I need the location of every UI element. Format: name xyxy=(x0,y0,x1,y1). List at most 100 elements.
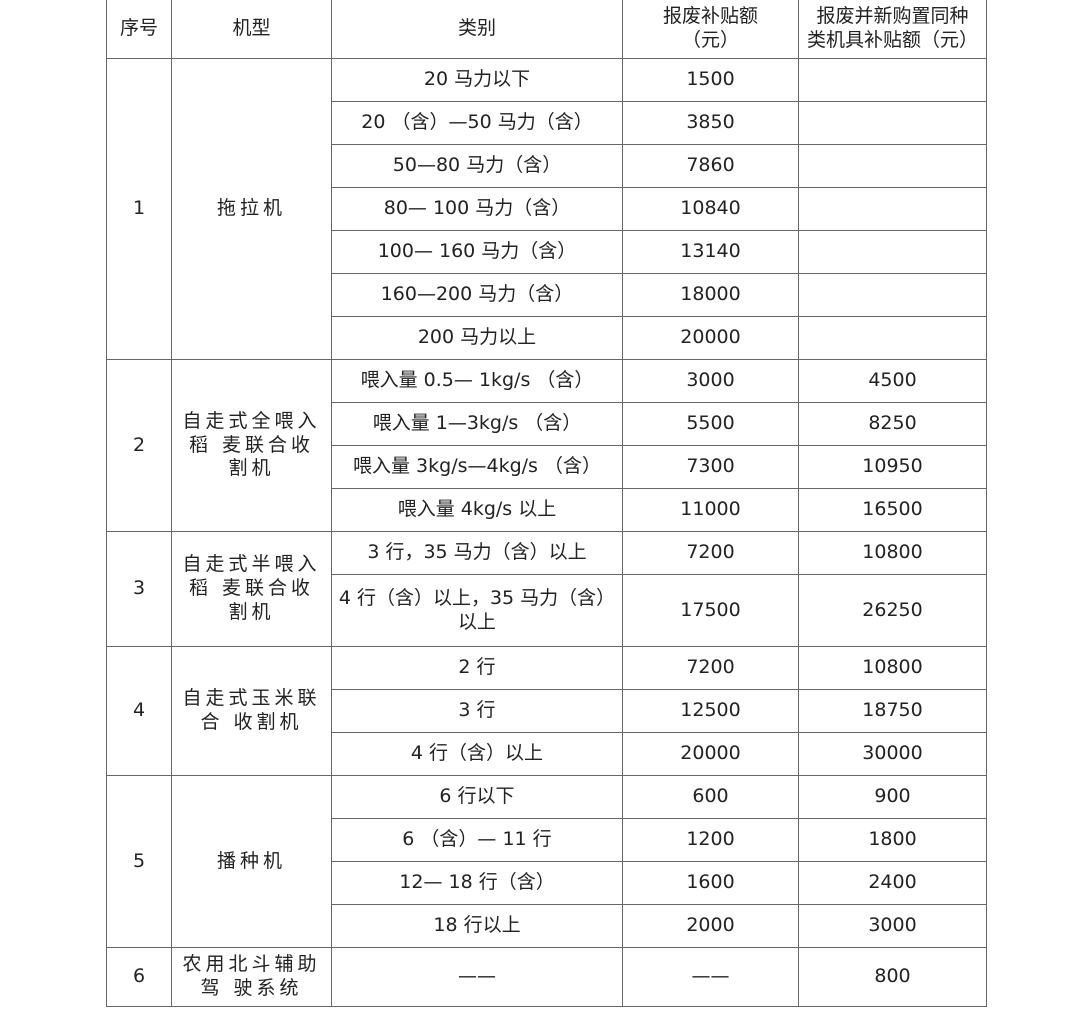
category-cell: —— xyxy=(331,947,623,1007)
category-cell: 3 行，35 马力（含）以上 xyxy=(331,531,623,575)
category-cell: 喂入量 4kg/s 以上 xyxy=(331,488,623,532)
category-cell: 160—200 马力（含） xyxy=(331,273,623,317)
scrap-subsidy-cell: 11000 xyxy=(622,488,799,532)
serial-cell: 2 xyxy=(106,359,172,532)
scrap-subsidy-cell: 7860 xyxy=(622,144,799,188)
category-cell: 2 行 xyxy=(331,646,623,690)
new-subsidy-cell: 18750 xyxy=(798,689,987,733)
model-cell: 自走式半喂入 稻 麦联合收 割机 xyxy=(171,531,332,647)
header-row: 序号 机型 类别 报废补贴额 （元） 报废并新购置同种 类机具补贴额（元） xyxy=(106,0,987,59)
scrap-subsidy-cell: 7200 xyxy=(622,646,799,690)
scrap-subsidy-cell: 1600 xyxy=(622,861,799,905)
header-cell: 报废并新购置同种 类机具补贴额（元） xyxy=(798,0,987,59)
new-subsidy-cell: 4500 xyxy=(798,359,987,403)
table-row: 12— 18 行（含） 1600 2400 xyxy=(107,861,987,905)
empty-cell xyxy=(798,144,987,188)
serial-cell: 6 xyxy=(106,947,172,1007)
table-row: 200 马力以上 20000 xyxy=(107,316,987,360)
table-row: 20 （含）—50 马力（含） 3850 xyxy=(107,101,987,145)
subsidy-table: 序号 机型 类别 报废补贴额 （元） 报废并新购置同种 类机具补贴额（元） 1 拖拉机 20… xyxy=(106,0,987,1007)
scrap-subsidy-cell: 12500 xyxy=(622,689,799,733)
scrap-subsidy-cell: 2000 xyxy=(622,904,799,948)
category-cell: 20 马力以下 xyxy=(331,58,623,102)
empty-cell xyxy=(798,273,987,317)
model-cell: 自走式玉米联 合 收割机 xyxy=(171,646,332,776)
scrap-subsidy-cell: 3850 xyxy=(622,101,799,145)
new-subsidy-cell: 1800 xyxy=(798,818,987,862)
new-subsidy-cell: 10950 xyxy=(798,445,987,489)
category-cell: 18 行以上 xyxy=(331,904,623,948)
new-subsidy-cell: 3000 xyxy=(798,904,987,948)
table-row: 喂入量 3kg/s—4kg/s （含） 7300 10950 xyxy=(107,445,987,489)
empty-cell xyxy=(798,187,987,231)
category-cell: 3 行 xyxy=(331,689,623,733)
table-row: 50—80 马力（含） 7860 xyxy=(107,144,987,188)
scrap-subsidy-cell: 10840 xyxy=(622,187,799,231)
serial-cell: 5 xyxy=(106,775,172,948)
category-cell: 12— 18 行（含） xyxy=(331,861,623,905)
scrap-subsidy-cell: 7300 xyxy=(622,445,799,489)
scrap-subsidy-cell: 18000 xyxy=(622,273,799,317)
table-row: 6 农用北斗辅助 驾 驶系统 —— —— 800 xyxy=(106,947,987,1007)
empty-cell xyxy=(798,101,987,145)
category-cell: 200 马力以上 xyxy=(331,316,623,360)
new-subsidy-cell: 10800 xyxy=(798,531,987,575)
table-row: 喂入量 4kg/s 以上 11000 16500 xyxy=(107,488,987,532)
table-row: 80— 100 马力（含） 10840 xyxy=(107,187,987,231)
category-cell: 喂入量 3kg/s—4kg/s （含） xyxy=(331,445,623,489)
table-wrap: 序号 机型 类别 报废补贴额 （元） 报废并新购置同种 类机具补贴额（元） 1 拖拉机 20… xyxy=(106,0,987,1007)
scrap-subsidy-cell: 5500 xyxy=(622,402,799,446)
category-cell: 20 （含）—50 马力（含） xyxy=(331,101,623,145)
scrap-subsidy-cell: 20000 xyxy=(622,316,799,360)
category-cell: 4 行（含）以上 xyxy=(331,732,623,776)
table-row: 3 自走式半喂入 稻 麦联合收 割机 3 行，35 马力（含）以上 7200 10800 xyxy=(106,531,987,647)
category-cell: 喂入量 1—3kg/s （含） xyxy=(331,402,623,446)
new-subsidy-cell: 16500 xyxy=(798,488,987,532)
scrap-subsidy-cell: 7200 xyxy=(622,531,799,575)
header-cell: 类别 xyxy=(331,0,623,59)
serial-cell: 4 xyxy=(106,646,172,776)
model-cell: 农用北斗辅助 驾 驶系统 xyxy=(171,947,332,1007)
table-row: 3 行 12500 18750 xyxy=(107,689,987,733)
category-cell: 100— 160 马力（含） xyxy=(331,230,623,274)
scrap-subsidy-cell: 3000 xyxy=(622,359,799,403)
scrap-subsidy-cell: 20000 xyxy=(622,732,799,776)
empty-cell xyxy=(798,58,987,102)
table-row: 100— 160 马力（含） 13140 xyxy=(107,230,987,274)
scrap-subsidy-cell: —— xyxy=(622,947,799,1007)
table-row: 1 拖拉机 20 马力以下 1500 xyxy=(106,58,987,360)
empty-cell xyxy=(798,230,987,274)
model-cell: 自走式全喂入 稻 麦联合收 割机 xyxy=(171,359,332,532)
scrap-subsidy-cell: 1500 xyxy=(622,58,799,102)
model-cell: 拖拉机 xyxy=(171,58,332,360)
model-cell: 播种机 xyxy=(171,775,332,948)
category-cell: 50—80 马力（含） xyxy=(331,144,623,188)
new-subsidy-cell: 2400 xyxy=(798,861,987,905)
new-subsidy-cell: 26250 xyxy=(798,574,987,647)
new-subsidy-cell: 10800 xyxy=(798,646,987,690)
scrap-subsidy-cell: 600 xyxy=(622,775,799,819)
table-row: 160—200 马力（含） 18000 xyxy=(107,273,987,317)
category-cell: 喂入量 0.5— 1kg/s （含） xyxy=(331,359,623,403)
category-cell: 6 （含）— 11 行 xyxy=(331,818,623,862)
scrap-subsidy-cell: 17500 xyxy=(622,574,799,647)
new-subsidy-cell: 8250 xyxy=(798,402,987,446)
table-row: 18 行以上 2000 3000 xyxy=(107,904,987,948)
category-cell: 6 行以下 xyxy=(331,775,623,819)
table-row: 2 自走式全喂入 稻 麦联合收 割机 喂入量 0.5— 1kg/s （含） 3000 4… xyxy=(106,359,987,532)
scrap-subsidy-cell: 13140 xyxy=(622,230,799,274)
header-cell: 报废补贴额 （元） xyxy=(622,0,799,59)
serial-cell: 1 xyxy=(106,58,172,360)
scrap-subsidy-cell: 1200 xyxy=(622,818,799,862)
table-body: 1 拖拉机 20 马力以下 1500 20 （含）—50 马力（含） 3850 50—80 … xyxy=(106,58,987,1007)
table-row: 5 播种机 6 行以下 600 900 xyxy=(106,775,987,948)
empty-cell xyxy=(798,316,987,360)
category-cell: 80— 100 马力（含） xyxy=(331,187,623,231)
table-row: 4 自走式玉米联 合 收割机 2 行 7200 10800 xyxy=(106,646,987,776)
new-subsidy-cell: 900 xyxy=(798,775,987,819)
new-subsidy-cell: 30000 xyxy=(798,732,987,776)
new-subsidy-cell: 800 xyxy=(798,947,987,1007)
category-cell: 4 行（含）以上，35 马力（含） 以上 xyxy=(331,574,623,647)
serial-cell: 3 xyxy=(106,531,172,647)
